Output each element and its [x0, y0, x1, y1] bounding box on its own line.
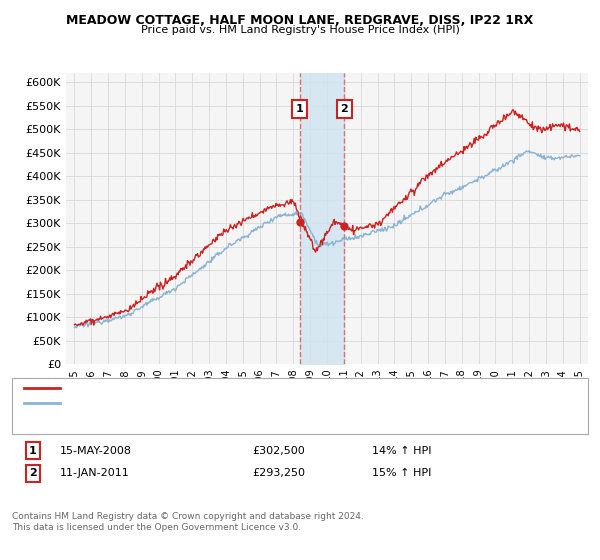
Text: 2: 2	[340, 104, 348, 114]
Text: £302,500: £302,500	[252, 446, 305, 456]
Text: HPI: Average price, detached house, Mid Suffolk: HPI: Average price, detached house, Mid …	[66, 398, 317, 408]
Text: Contains HM Land Registry data © Crown copyright and database right 2024.
This d: Contains HM Land Registry data © Crown c…	[12, 512, 364, 532]
Text: 1: 1	[29, 446, 37, 456]
Text: 15% ↑ HPI: 15% ↑ HPI	[372, 468, 431, 478]
Text: 2: 2	[29, 468, 37, 478]
Text: MEADOW COTTAGE, HALF MOON LANE, REDGRAVE, DISS, IP22 1RX (detached house): MEADOW COTTAGE, HALF MOON LANE, REDGRAVE…	[66, 383, 509, 393]
Text: £293,250: £293,250	[252, 468, 305, 478]
Text: 1: 1	[296, 104, 304, 114]
Text: Price paid vs. HM Land Registry's House Price Index (HPI): Price paid vs. HM Land Registry's House …	[140, 25, 460, 35]
Text: 14% ↑ HPI: 14% ↑ HPI	[372, 446, 431, 456]
Text: 15-MAY-2008: 15-MAY-2008	[60, 446, 132, 456]
Text: MEADOW COTTAGE, HALF MOON LANE, REDGRAVE, DISS, IP22 1RX: MEADOW COTTAGE, HALF MOON LANE, REDGRAVE…	[67, 14, 533, 27]
Text: 11-JAN-2011: 11-JAN-2011	[60, 468, 130, 478]
